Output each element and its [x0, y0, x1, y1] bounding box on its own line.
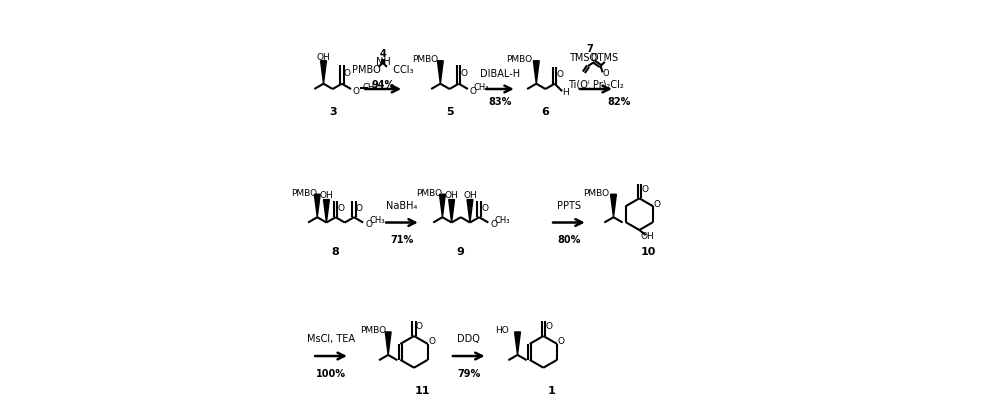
Text: 100%: 100% — [316, 369, 346, 378]
Text: NaBH₄: NaBH₄ — [386, 201, 418, 211]
Text: 79%: 79% — [457, 369, 480, 378]
Text: O: O — [490, 220, 497, 228]
Text: O: O — [603, 69, 609, 78]
Text: PMBO: PMBO — [360, 326, 386, 336]
Text: O: O — [416, 322, 423, 331]
Text: O: O — [558, 337, 565, 346]
Text: OTMS: OTMS — [590, 53, 618, 63]
Polygon shape — [449, 200, 455, 223]
Text: TMSO: TMSO — [569, 53, 598, 63]
Text: DDQ: DDQ — [457, 333, 480, 344]
Text: O: O — [428, 337, 435, 346]
Text: 94%: 94% — [372, 80, 395, 90]
Polygon shape — [314, 194, 320, 217]
Text: 1: 1 — [548, 386, 556, 396]
Text: CH₃: CH₃ — [495, 216, 510, 226]
Polygon shape — [611, 194, 616, 217]
Text: OH: OH — [445, 191, 458, 200]
Text: DIBAL-H: DIBAL-H — [480, 69, 520, 79]
Text: 7: 7 — [586, 45, 593, 54]
Text: O: O — [356, 204, 363, 213]
Text: OH: OH — [317, 53, 330, 62]
Text: PMBO: PMBO — [291, 189, 317, 198]
Text: OH: OH — [463, 191, 477, 200]
Text: O: O — [641, 185, 648, 194]
Text: 83%: 83% — [488, 97, 512, 108]
Text: O: O — [469, 87, 476, 96]
Text: H: H — [562, 88, 569, 97]
Text: PPTS: PPTS — [557, 201, 581, 211]
Text: O: O — [654, 200, 661, 209]
Text: 8: 8 — [332, 247, 339, 257]
Text: OH: OH — [641, 232, 655, 241]
Polygon shape — [533, 61, 539, 84]
Text: 10: 10 — [641, 247, 656, 257]
Text: O: O — [461, 69, 468, 78]
Text: O: O — [365, 220, 372, 228]
Text: 4: 4 — [380, 49, 387, 58]
Text: OH: OH — [320, 191, 333, 200]
Polygon shape — [515, 332, 520, 355]
Text: Ti(Oⁱ Pr)₂Cl₂: Ti(Oⁱ Pr)₂Cl₂ — [568, 80, 624, 90]
Text: O: O — [557, 70, 564, 79]
Text: CH₃: CH₃ — [363, 83, 378, 92]
Polygon shape — [321, 61, 326, 84]
Polygon shape — [385, 332, 391, 355]
Text: O: O — [353, 87, 360, 96]
Text: 71%: 71% — [390, 235, 414, 245]
Text: HO: HO — [495, 326, 509, 336]
Text: MsCl, TEA: MsCl, TEA — [307, 333, 355, 344]
Text: PMBO: PMBO — [412, 55, 438, 64]
Polygon shape — [324, 200, 329, 223]
Text: PMBO: PMBO — [583, 189, 609, 198]
Text: O: O — [338, 204, 345, 213]
Polygon shape — [437, 61, 443, 84]
Text: 3: 3 — [329, 107, 337, 117]
Text: O: O — [545, 322, 552, 331]
Text: NH: NH — [376, 57, 391, 67]
Text: CH₃: CH₃ — [474, 83, 489, 92]
Polygon shape — [440, 194, 445, 217]
Text: 9: 9 — [457, 247, 465, 257]
Text: 80%: 80% — [557, 235, 581, 245]
Text: PMBO: PMBO — [416, 189, 442, 198]
Text: PMBO: PMBO — [507, 55, 533, 64]
Text: CH₃: CH₃ — [370, 216, 385, 226]
Text: 6: 6 — [542, 107, 549, 117]
Text: O: O — [343, 69, 350, 78]
Text: O: O — [481, 204, 488, 213]
Text: 82%: 82% — [608, 97, 631, 108]
Text: PMBO    CCl₃: PMBO CCl₃ — [352, 65, 414, 75]
Text: 11: 11 — [415, 386, 430, 396]
Polygon shape — [467, 200, 473, 223]
Text: 5: 5 — [446, 107, 453, 117]
